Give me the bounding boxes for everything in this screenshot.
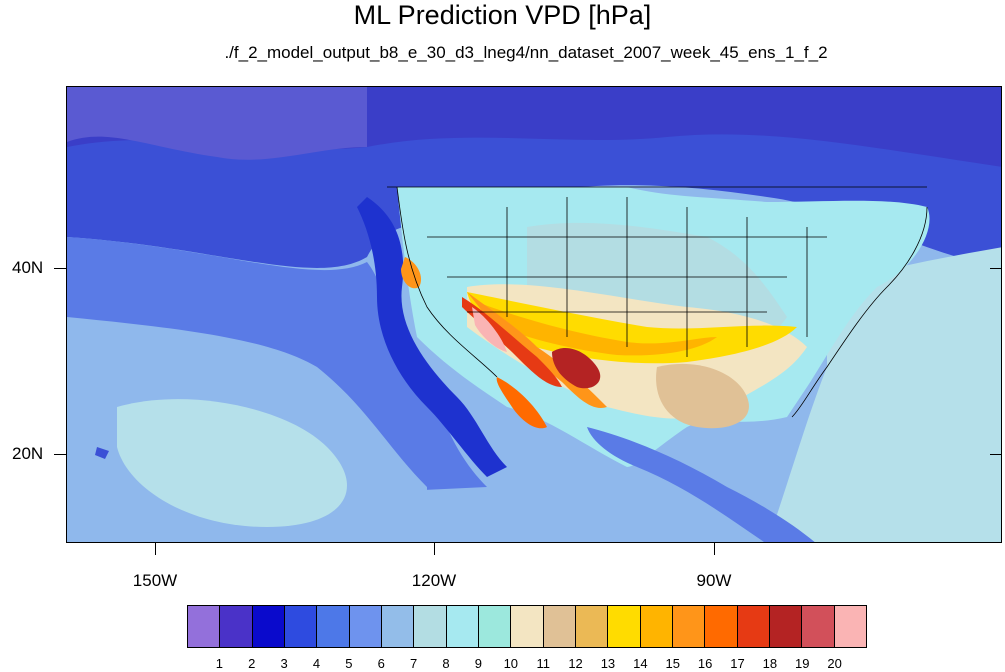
- pink-core: [472, 307, 507, 352]
- lat-label-40n: 40N: [12, 258, 44, 277]
- central-america: [587, 427, 815, 542]
- colorbar-swatch: [220, 606, 253, 647]
- colorbar-swatch: [769, 606, 803, 647]
- colorbar-swatch: [802, 606, 835, 647]
- colorbar-swatch: [511, 606, 544, 647]
- colorbar-swatch: [834, 606, 866, 647]
- colorbar-label: 1: [215, 656, 223, 671]
- colorbar-label: 10: [503, 656, 519, 671]
- hawaii: [95, 447, 109, 459]
- colorbar-swatch: [737, 606, 770, 647]
- lon-label-90w: 90W: [696, 571, 732, 590]
- map-title: ML Prediction VPD [hPa]: [353, 0, 652, 30]
- pacific-pale: [117, 399, 347, 527]
- lon-tick-90w: [714, 543, 715, 555]
- colorbar-swatch: [640, 606, 673, 647]
- colorbar-label: 15: [665, 656, 680, 671]
- colorbar-label: 20: [827, 656, 842, 671]
- colorbar-label: 3: [280, 656, 288, 671]
- lon-label-120w: 120W: [411, 571, 457, 590]
- darkred-core: [552, 347, 601, 389]
- lat-tick-20n-right: [990, 454, 1002, 455]
- colorbar-swatch: [543, 606, 576, 647]
- colorbar-swatch: [575, 606, 609, 647]
- lat-tick-40n-left: [54, 268, 66, 269]
- colorbar-label: 4: [312, 656, 321, 671]
- colorbar-label: 17: [730, 656, 745, 671]
- colorbar-label: 5: [345, 656, 353, 671]
- colorbar-swatch: [349, 606, 382, 647]
- lon-tick-150w: [155, 543, 156, 555]
- colorbar-swatch: [188, 606, 221, 647]
- colorbar-label: 2: [248, 656, 256, 671]
- colorbar-label: 14: [633, 656, 648, 671]
- lon-label-150w: 150W: [132, 571, 178, 590]
- coastal-dark: [357, 197, 507, 477]
- colorbar-swatch: [252, 606, 285, 647]
- colorbar-label: 16: [697, 656, 713, 671]
- orange-band: [477, 302, 717, 356]
- colorbar-swatch: [478, 606, 512, 647]
- colorbar: [187, 605, 867, 648]
- alaska-dark: [67, 87, 367, 160]
- colorbar-label: 6: [377, 656, 385, 671]
- colorbar-swatch: [672, 606, 706, 647]
- mexico-strip: [496, 377, 547, 429]
- colorbar-label: 19: [795, 656, 810, 671]
- colorbar-swatch: [284, 606, 318, 647]
- red-core: [462, 297, 562, 387]
- colorbar-label: 12: [568, 656, 583, 671]
- atlantic-light: [767, 247, 1001, 542]
- yellow-band: [467, 292, 797, 364]
- colorbar-swatch: [414, 606, 447, 647]
- colorbar-label: 11: [536, 656, 550, 671]
- colorbar-label: 9: [474, 656, 483, 671]
- map-subtitle: ./f_2_model_output_b8_e_30_d3_lneg4/nn_d…: [224, 43, 828, 62]
- colorbar-swatch: [608, 606, 641, 647]
- colorbar-label: 8: [442, 656, 450, 671]
- colorbar-swatch: [446, 606, 479, 647]
- colorbar-swatch: [317, 606, 350, 647]
- boundary-lines: [387, 186, 928, 418]
- colorbar-label: 13: [600, 656, 616, 671]
- colorbar-label: 7: [410, 656, 418, 671]
- gulf-tan: [656, 363, 749, 429]
- colorbar-swatch: [705, 606, 738, 647]
- colorbar-label: 18: [762, 656, 778, 671]
- vpd-map: [66, 86, 1002, 543]
- lat-tick-40n-right: [990, 268, 1002, 269]
- lon-tick-120w: [434, 543, 435, 555]
- lat-label-20n: 20N: [12, 444, 44, 463]
- lat-tick-20n-left: [54, 454, 66, 455]
- colorbar-swatch: [381, 606, 415, 647]
